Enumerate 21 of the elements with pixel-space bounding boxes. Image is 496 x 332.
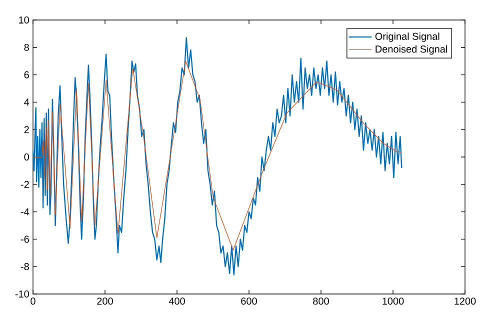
x-tick-label: 0 bbox=[30, 298, 36, 305]
x-tick-label: 200 bbox=[97, 298, 113, 305]
y-tick-label: 2 bbox=[24, 126, 29, 134]
y-tick-label: -10 bbox=[15, 290, 29, 298]
x-tick-label: 1000 bbox=[382, 298, 404, 305]
y-tick-label: -2 bbox=[20, 180, 29, 188]
y-tick-label: 6 bbox=[24, 71, 29, 78]
y-tick-label: 0 bbox=[24, 153, 30, 161]
line-series bbox=[33, 60, 402, 250]
legend-label: Denoised Signal bbox=[376, 45, 448, 55]
x-tick-label: 800 bbox=[313, 298, 329, 305]
y-tick-label: -8 bbox=[20, 263, 29, 270]
legend-label: Original Signal bbox=[375, 32, 440, 42]
x-tick-label: 1200 bbox=[454, 298, 476, 305]
y-tick-label: 4 bbox=[24, 98, 30, 106]
x-tick-label: 400 bbox=[168, 298, 185, 305]
y-tick-label: -4 bbox=[20, 208, 30, 216]
x-tick-label: 600 bbox=[241, 298, 257, 305]
y-tick-label: 8 bbox=[24, 44, 29, 51]
y-tick-label: 10 bbox=[19, 16, 29, 24]
y-tick-label: -6 bbox=[20, 236, 29, 243]
